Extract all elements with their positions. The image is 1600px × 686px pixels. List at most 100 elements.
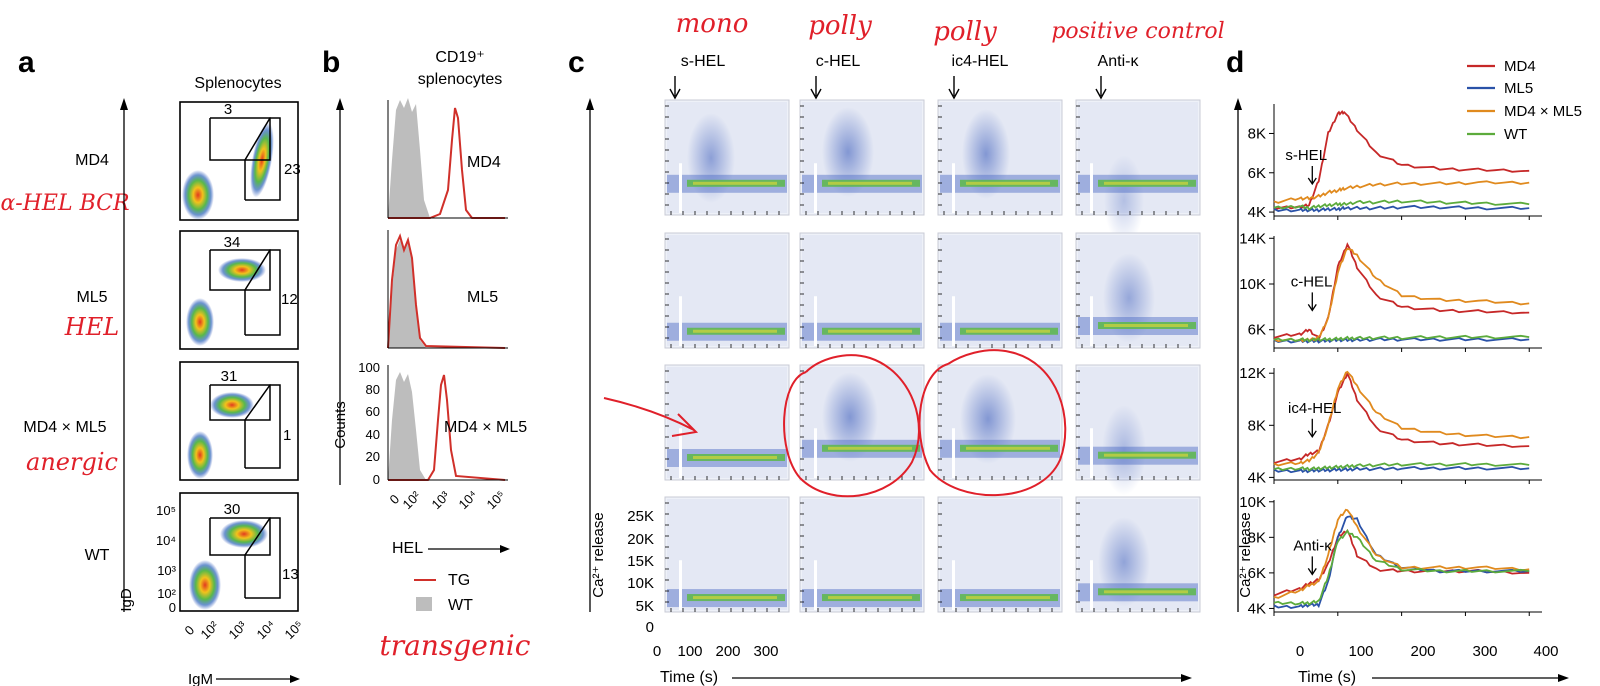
flux-plot — [1075, 232, 1201, 349]
panel-d-x-tick: 300 — [1472, 643, 1497, 660]
panel-c-x-tick: 300 — [753, 643, 778, 660]
flux-plot-background — [667, 235, 787, 346]
panel-d-x-arrowhead — [1558, 674, 1569, 682]
chart-stimulus-label: s-HEL — [1285, 147, 1327, 164]
flux-plot — [937, 232, 1063, 349]
flux-plot-gap — [952, 428, 955, 478]
flux-plot-band-peak — [966, 181, 1050, 185]
legend-tg-label: TG — [448, 572, 470, 589]
chart-series-line — [1273, 462, 1530, 472]
panel-b-x-tick: 10³ — [429, 488, 453, 512]
flux-plot-band-peak — [693, 329, 777, 333]
panel-c-x-tick: 0 — [653, 643, 661, 660]
chart-series-line — [1273, 334, 1530, 343]
panel-c-y-tick: 20K — [627, 531, 654, 548]
flux-plot-spike — [822, 107, 874, 197]
panel-a-y-tick: 10³ — [157, 563, 176, 578]
flux-plot-band-peak — [1104, 590, 1188, 594]
flux-plot-spike — [822, 372, 878, 462]
panel-b-x-axis-label: HEL — [392, 540, 423, 557]
panel-d-x-ticks: 0 100 200 300 400 — [1296, 643, 1559, 660]
panel-a-letter: a — [18, 46, 35, 79]
gate-right-wt: 13 — [282, 566, 299, 583]
gate-top-md4xml5: 31 — [221, 368, 238, 385]
chart-series-line — [1273, 508, 1530, 599]
flux-plot — [799, 496, 925, 613]
panel-d-x-tick: 100 — [1348, 643, 1373, 660]
panel-c-y-tick: 5K — [636, 598, 654, 615]
flux-plot — [799, 232, 925, 349]
flux-plot-gap — [814, 296, 817, 346]
stimulus-label-anti-kappa: Anti-κ — [1098, 53, 1140, 70]
panel-a-plot-ml5: 34 12 — [179, 230, 299, 350]
chart-series-line — [1273, 242, 1530, 343]
flux-plot-band-peak — [693, 181, 777, 185]
chart-y-tick-label: 4K — [1248, 469, 1266, 486]
chart-stimulus-arrowhead — [1307, 568, 1317, 576]
flux-plot — [799, 364, 925, 481]
chart-y-tick-label: 6K — [1248, 565, 1266, 582]
chart-y-tick-label: 12K — [1239, 365, 1266, 382]
panel-a-y-tick: 10² — [157, 586, 176, 601]
gate-top-ml5: 34 — [224, 234, 241, 251]
panel-c-x-tick: 200 — [715, 643, 740, 660]
panel-d-x-tick: 0 — [1296, 643, 1304, 660]
ca-line-chart: 4K 8K 12K ic4-HEL — [1239, 365, 1542, 486]
flux-plot-spike — [1104, 155, 1144, 245]
chart-series-line — [1273, 110, 1530, 211]
chart-y-tick-label: 4K — [1248, 600, 1266, 617]
gate-right-ml5: 12 — [281, 291, 298, 308]
panel-c-y-axis-label: Ca²⁺ release — [590, 512, 607, 597]
ca-line-chart: 4K 6K 8K s-HEL — [1248, 104, 1542, 221]
flux-plot — [664, 99, 790, 216]
flux-plot-gap — [952, 560, 955, 610]
panel-c-y-tick: 10K — [627, 575, 654, 592]
annotation-polly-2: polly — [933, 17, 997, 47]
panel-a-plot-wt: 30 13 — [179, 492, 299, 612]
panel-a-x-tick: 10³ — [226, 618, 250, 642]
panel-b-title-1: CD19⁺ — [435, 49, 484, 66]
chart-series-line — [1273, 199, 1530, 211]
panel-a-plot-md4: 3 23 — [179, 101, 301, 221]
panel-b-title-2: splenocytes — [418, 71, 503, 88]
panel-b-hist-md4xml5: MD4 × ML5 — [387, 365, 527, 481]
ca-line-chart: 4K 6K 8K 10K Anti-κ — [1239, 494, 1542, 617]
panel-a-row-label-wt: WT — [85, 547, 110, 564]
panel-d-legend: MD4 ML5 MD4 × ML5 WT — [1467, 58, 1582, 143]
chart-series-line — [1273, 528, 1530, 606]
panel-d-charts: 4K6K8Ks-HEL6K10K14Kc-HEL4K8K12Kic4-HEL4K… — [1239, 104, 1542, 617]
panel-b-y-tick: 40 — [366, 427, 380, 442]
gate-right-md4: 23 — [284, 161, 301, 178]
stimulus-arrows — [669, 76, 1107, 100]
panel-b-y-tick: 60 — [366, 404, 380, 419]
ca-line-chart: 6K 10K 14K c-HEL — [1239, 230, 1542, 352]
flux-plot-band-peak — [966, 596, 1050, 600]
flux-plot-band-peak — [1104, 453, 1188, 457]
legend-md4-label: MD4 — [1504, 58, 1536, 75]
flux-plot-band-peak — [828, 181, 912, 185]
chart-stimulus-arrowhead — [1307, 430, 1317, 438]
panel-b-label-ml5: ML5 — [467, 289, 498, 306]
flux-plot — [1075, 99, 1201, 245]
flux-plot-band-peak — [693, 456, 777, 459]
panel-c-x-axis-label: Time (s) — [660, 669, 718, 686]
flux-plot — [664, 364, 790, 481]
flux-plot-spike — [1103, 253, 1155, 343]
panel-a-y-tick: 10⁴ — [156, 533, 176, 548]
gate-top-wt: 30 — [224, 501, 241, 518]
panel-a-x-tick: 0 — [182, 622, 198, 638]
panel-b-y-arrowhead — [336, 98, 344, 110]
panel-a-row-label-ml5: ML5 — [76, 289, 107, 306]
panel-a-row-label-md4xml5: MD4 × ML5 — [23, 419, 106, 436]
panel-c-y-tick: 0 — [646, 619, 654, 636]
chart-stimulus-arrowhead — [1307, 177, 1317, 186]
flux-plot-background — [940, 499, 1060, 610]
flux-plot-spike — [1102, 405, 1146, 495]
flux-plot-gap — [814, 428, 817, 478]
panel-a-x-arrowhead — [290, 675, 300, 683]
chart-y-tick-label: 8K — [1248, 529, 1266, 546]
stimulus-label-c-hel: c-HEL — [816, 53, 861, 70]
panel-d-x-axis-label: Time (s) — [1298, 669, 1356, 686]
flux-plot-band-peak — [828, 446, 912, 450]
